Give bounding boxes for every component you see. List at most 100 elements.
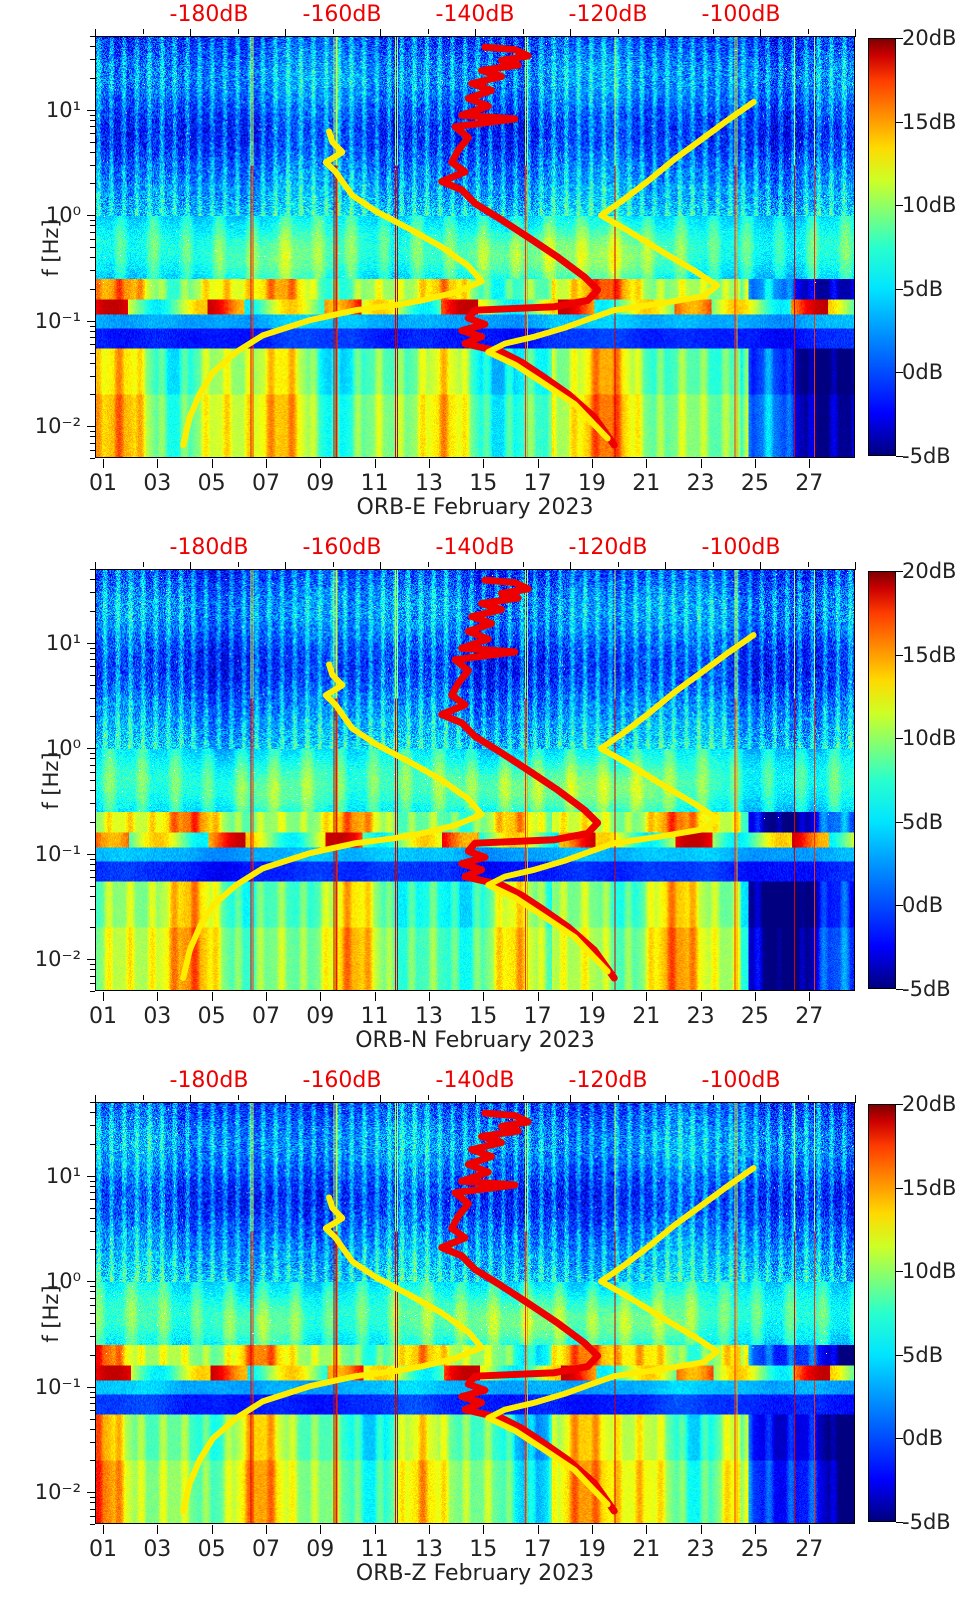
- y-axis-minor-tick: [90, 59, 95, 61]
- top-axis-tick: [522, 1095, 524, 1100]
- top-axis-tick: [807, 1095, 809, 1100]
- y-axis-minor-tick: [90, 870, 95, 872]
- x-axis-tick-label: 25: [740, 1004, 769, 1029]
- top-db-label: -100dB: [701, 1068, 781, 1093]
- x-axis-tick-label: 25: [740, 471, 769, 496]
- y-axis-minor-tick: [90, 1515, 95, 1517]
- x-axis-tick-label: 23: [686, 1004, 715, 1029]
- x-axis-tick-label: 23: [686, 1537, 715, 1562]
- top-axis-tick: [332, 562, 334, 567]
- y-axis-tick: [87, 748, 95, 750]
- spectrogram-panel: -180dB -160dB -140dB -120dB -100dB f [Hz] 10…: [0, 533, 962, 1066]
- top-axis-tick: [475, 29, 476, 37]
- x-axis-tick-label: 13: [414, 1537, 443, 1562]
- y-axis-minor-tick: [90, 895, 95, 897]
- x-axis-tick: [754, 459, 756, 468]
- x-axis-tick-label: 15: [469, 471, 498, 496]
- y-axis-minor-tick: [90, 231, 95, 233]
- y-axis-minor-tick: [90, 579, 95, 581]
- y-axis-minor-tick: [90, 569, 95, 570]
- x-axis-tick: [537, 992, 539, 1001]
- y-axis-minor-tick: [90, 908, 95, 910]
- x-axis-tick: [211, 992, 213, 1001]
- y-axis-minor-tick: [90, 1497, 95, 1499]
- y-axis-tick: [87, 642, 95, 644]
- x-axis-tick-label: 03: [143, 1537, 172, 1562]
- y-axis-minor-tick: [90, 1441, 95, 1443]
- y-axis-minor-tick: [90, 1502, 95, 1504]
- colorbar-tick-label: -5dB: [902, 1510, 951, 1534]
- colorbar-tick-label: 15dB: [902, 1175, 957, 1200]
- y-axis-minor-tick: [90, 764, 95, 766]
- top-db-label: -160dB: [302, 1068, 382, 1093]
- top-db-label: -140dB: [435, 1068, 515, 1093]
- top-axis-tick: [522, 562, 524, 567]
- y-axis-minor-tick: [90, 697, 95, 699]
- x-axis-tick: [103, 459, 104, 468]
- colorbar-tick: [896, 121, 903, 123]
- y-axis-minor-tick: [90, 1354, 95, 1356]
- y-axis-minor-tick: [90, 436, 95, 438]
- x-axis-tick-label: 17: [523, 1004, 552, 1029]
- x-axis-tick: [809, 459, 811, 468]
- colorbar-tick-label: 0dB: [902, 1426, 944, 1451]
- x-axis-tick-label: 05: [197, 471, 226, 496]
- y-axis-minor-tick: [90, 325, 95, 327]
- y-axis-minor-tick: [90, 257, 95, 259]
- colorbar: [868, 571, 896, 989]
- top-axis-tick: [665, 1095, 666, 1103]
- y-axis-tick-label: 10¹: [45, 1163, 81, 1188]
- top-axis-tick: [95, 1095, 96, 1103]
- x-axis-tick: [754, 1525, 756, 1534]
- colorbar-tick-label: 10dB: [902, 193, 957, 218]
- top-axis-tick: [142, 1095, 144, 1100]
- y-axis-minor-tick: [90, 610, 95, 612]
- new-high-noise-model: [485, 632, 757, 975]
- x-axis-tick-label: 11: [360, 1004, 389, 1029]
- x-axis-tick-label: 23: [686, 471, 715, 496]
- x-axis-tick-label: 21: [632, 1004, 661, 1029]
- y-axis-minor-tick: [90, 1524, 95, 1525]
- y-axis-minor-tick: [90, 442, 95, 444]
- top-axis-tick: [712, 29, 714, 34]
- x-axis-tick-label: 11: [360, 471, 389, 496]
- top-axis-tick: [285, 1095, 286, 1103]
- colorbar-tick-label: 20dB: [902, 559, 957, 583]
- y-axis-minor-tick: [90, 126, 95, 128]
- y-axis-tick: [87, 426, 95, 428]
- top-axis-tick: [285, 562, 286, 570]
- y-axis: f [Hz] 10¹ 10⁰ 10⁻¹ 10⁻²: [0, 1102, 95, 1525]
- panel-title: ORB-Z February 2023: [355, 1561, 595, 1586]
- y-axis-minor-tick: [90, 877, 95, 879]
- x-axis-tick: [646, 459, 648, 468]
- top-axis-tick: [190, 562, 191, 570]
- x-axis-tick: [483, 459, 485, 468]
- y-axis-tick: [87, 109, 95, 111]
- y-axis-tick: [87, 1281, 95, 1283]
- y-axis-tick-label: 10⁰: [45, 1269, 81, 1294]
- x-axis-tick: [754, 992, 756, 1001]
- colorbar-tick: [896, 205, 903, 207]
- y-axis-minor-tick: [90, 1297, 95, 1299]
- y-axis-minor-tick: [90, 375, 95, 377]
- colorbar-tick: [896, 1438, 903, 1440]
- y-axis-minor-tick: [90, 674, 95, 676]
- y-axis-minor-tick: [90, 1199, 95, 1201]
- y-axis-minor-tick: [90, 790, 95, 792]
- x-axis-tick-label: 03: [143, 471, 172, 496]
- x-axis-tick-label: 07: [251, 1004, 280, 1029]
- y-axis-minor-tick: [90, 964, 95, 966]
- y-axis-minor-tick: [90, 458, 95, 459]
- x-axis-tick: [809, 992, 811, 1001]
- y-axis-minor-tick: [90, 151, 95, 153]
- x-axis-tick-label: 19: [577, 1004, 606, 1029]
- y-axis-minor-tick: [90, 1249, 95, 1251]
- x-axis-tick: [483, 992, 485, 1001]
- y-axis-minor-tick: [90, 927, 95, 929]
- x-axis-tick-label: 11: [360, 1537, 389, 1562]
- y-axis-minor-tick: [90, 1391, 95, 1393]
- top-db-axis: -180dB -160dB -140dB -120dB -100dB: [95, 1068, 856, 1103]
- x-axis-tick: [320, 992, 322, 1001]
- y-axis-minor-tick: [90, 1323, 95, 1325]
- x-axis-tick-label: 07: [251, 1537, 280, 1562]
